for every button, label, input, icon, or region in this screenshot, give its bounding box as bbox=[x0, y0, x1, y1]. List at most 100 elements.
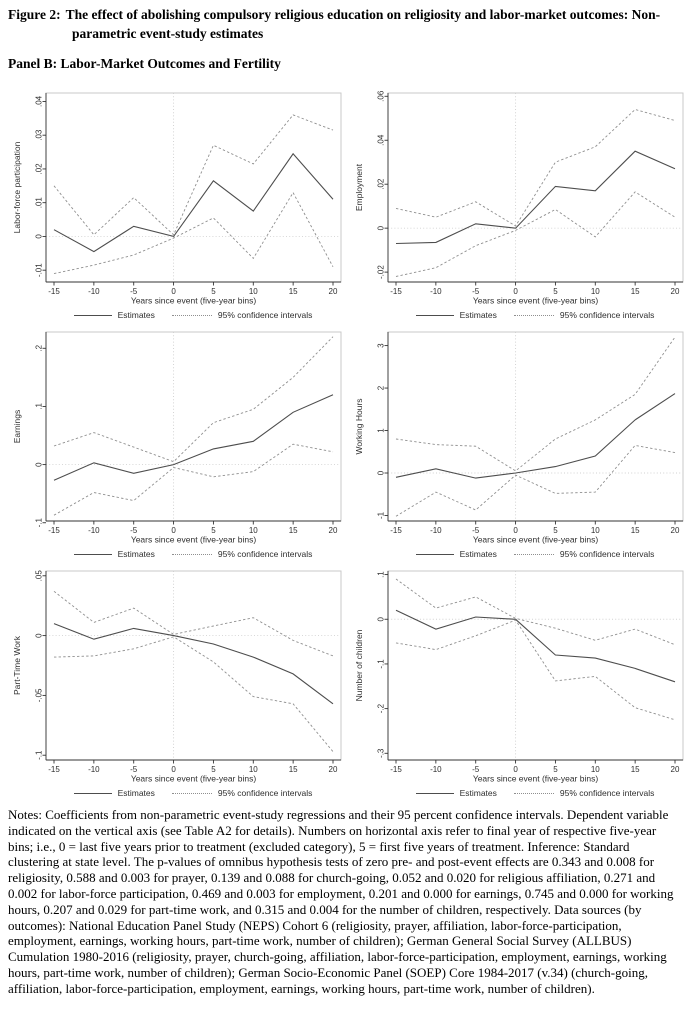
x-axis-title: Years since event (five-year bins) bbox=[473, 774, 599, 784]
estimates-line bbox=[395, 150, 676, 245]
subplot-number-of-children: -.3 -.2 -.1 0 .1 -15 -10 -5 0 5 10 15 20 Number of ch… bbox=[350, 565, 690, 803]
x-tick-label: 5 bbox=[211, 765, 216, 774]
y-axis-title: Working Hours bbox=[354, 398, 364, 454]
x-tick-label: -10 bbox=[88, 526, 100, 535]
y-tick-label: 0 bbox=[377, 470, 386, 475]
y-axis-title: Employment bbox=[354, 163, 364, 211]
ci-upper-line bbox=[53, 336, 334, 463]
x-axis-title: Years since event (five-year bins) bbox=[131, 535, 257, 545]
y-tick-label: .02 bbox=[377, 178, 386, 190]
ci-lower-line bbox=[53, 191, 334, 275]
y-tick-label: 0 bbox=[377, 225, 386, 230]
subplot-employment: -.02 0 .02 .04 .06 -15 -10 -5 0 5 10 15 20 Employment… bbox=[350, 87, 690, 325]
x-tick-label: -5 bbox=[130, 765, 138, 774]
notes-paragraph: Notes: Coefficients from non-parametric … bbox=[8, 807, 674, 996]
x-tick-label: 15 bbox=[289, 765, 298, 774]
estimates-line bbox=[53, 623, 334, 705]
x-tick-label: -15 bbox=[390, 765, 402, 774]
legend-estimates-label: Estimates bbox=[117, 549, 155, 559]
plot-border bbox=[45, 92, 342, 283]
legend-ci-sample bbox=[513, 553, 554, 555]
x-tick-label: -5 bbox=[130, 287, 138, 296]
y-tick-label: .02 bbox=[35, 163, 44, 175]
y-tick-label: .04 bbox=[377, 134, 386, 146]
plot-border bbox=[387, 570, 684, 761]
x-tick-label: -5 bbox=[472, 287, 480, 296]
figure-title: Figure 2: The effect of abolishing compul… bbox=[8, 5, 683, 43]
x-axis-title: Years since event (five-year bins) bbox=[473, 535, 599, 545]
legend-ci-label: 95% confidence intervals bbox=[559, 549, 655, 559]
x-tick-label: 0 bbox=[513, 287, 518, 296]
legend-estimates-sample bbox=[73, 792, 112, 794]
y-tick-label: .05 bbox=[35, 570, 44, 582]
y-tick-label: 0 bbox=[35, 462, 44, 467]
y-tick-label: 3 bbox=[377, 343, 386, 348]
y-tick-label: .04 bbox=[35, 95, 44, 107]
x-tick-label: -5 bbox=[130, 526, 138, 535]
legend-estimates-label: Estimates bbox=[117, 310, 155, 320]
x-tick-label: 5 bbox=[553, 287, 558, 296]
ci-lower-line bbox=[395, 444, 676, 517]
x-tick-label: 0 bbox=[171, 765, 176, 774]
x-tick-label: -5 bbox=[472, 765, 480, 774]
chart-canvas-employment: -.02 0 .02 .04 .06 -15 -10 -5 0 5 10 15 20 Employment… bbox=[354, 90, 684, 305]
ci-upper-line bbox=[395, 336, 676, 472]
x-tick-label: 10 bbox=[591, 287, 600, 296]
ci-lower-line bbox=[53, 636, 334, 752]
x-tick-label: 20 bbox=[671, 765, 680, 774]
y-tick-label: -.02 bbox=[377, 265, 386, 279]
figure-title-text: The effect of abolishing compulsory reli… bbox=[65, 7, 661, 41]
x-tick-label: -15 bbox=[390, 526, 402, 535]
panel-title: Panel B: Labor-Market Outcomes and Ferti… bbox=[8, 56, 281, 71]
y-tick-label: 0 bbox=[35, 234, 44, 239]
x-tick-label: 10 bbox=[249, 526, 258, 535]
x-tick-label: 20 bbox=[671, 526, 680, 535]
legend-estimates-label: Estimates bbox=[117, 788, 155, 798]
chart-legend: Estimates 95% confidence intervals bbox=[38, 783, 348, 803]
legend-ci-sample bbox=[171, 314, 212, 316]
x-tick-label: -15 bbox=[48, 526, 60, 535]
x-axis-title: Years since event (five-year bins) bbox=[131, 774, 257, 784]
plot-border bbox=[45, 570, 342, 761]
legend-estimates-label: Estimates bbox=[459, 788, 497, 798]
legend-ci-sample bbox=[513, 314, 554, 316]
y-axis-title: Number of children bbox=[354, 629, 364, 701]
x-tick-label: 20 bbox=[329, 287, 338, 296]
legend-ci-label: 95% confidence intervals bbox=[559, 310, 655, 320]
y-tick-label: .1 bbox=[377, 571, 386, 578]
x-tick-label: -15 bbox=[48, 765, 60, 774]
chart-legend: Estimates 95% confidence intervals bbox=[380, 544, 690, 564]
y-tick-label: -.01 bbox=[35, 263, 44, 277]
y-tick-label: 1 bbox=[377, 428, 386, 433]
chart-canvas-labor-force-participation: -.01 0 .01 .02 .03 .04 -15 -10 -5 0 5 10 15 20 Labor-f… bbox=[12, 92, 342, 306]
y-tick-label: .1 bbox=[35, 403, 44, 410]
x-tick-label: 10 bbox=[249, 765, 258, 774]
legend-estimates-label: Estimates bbox=[459, 549, 497, 559]
x-tick-label: 0 bbox=[171, 287, 176, 296]
legend-ci-sample bbox=[171, 553, 212, 555]
y-tick-label: -.1 bbox=[35, 750, 44, 760]
y-tick-label: .2 bbox=[35, 344, 44, 351]
y-tick-label: .01 bbox=[35, 197, 44, 209]
chart-legend: Estimates 95% confidence intervals bbox=[380, 305, 690, 325]
y-axis-title: Earnings bbox=[12, 410, 22, 444]
x-tick-label: -15 bbox=[48, 287, 60, 296]
chart-canvas-earnings: -.1 0 .1 .2 -15 -10 -5 0 5 10 15 20 Earnings Years si… bbox=[12, 331, 342, 545]
x-tick-label: 15 bbox=[289, 287, 298, 296]
estimates-line bbox=[53, 152, 334, 253]
ci-lower-line bbox=[395, 191, 676, 277]
y-tick-label: -.1 bbox=[377, 659, 386, 669]
x-tick-label: 10 bbox=[591, 765, 600, 774]
estimates-line bbox=[395, 393, 676, 479]
x-tick-label: 20 bbox=[671, 287, 680, 296]
subplot-part-time-work: -.1 -.05 0 .05 -15 -10 -5 0 5 10 15 20 Part-Time Wor… bbox=[8, 565, 348, 803]
plot-border bbox=[387, 92, 684, 283]
ci-upper-line bbox=[395, 108, 676, 227]
x-tick-label: 20 bbox=[329, 765, 338, 774]
x-tick-label: 15 bbox=[289, 526, 298, 535]
x-tick-label: 15 bbox=[631, 765, 640, 774]
x-axis-title: Years since event (five-year bins) bbox=[131, 296, 257, 306]
x-tick-label: -10 bbox=[430, 287, 442, 296]
